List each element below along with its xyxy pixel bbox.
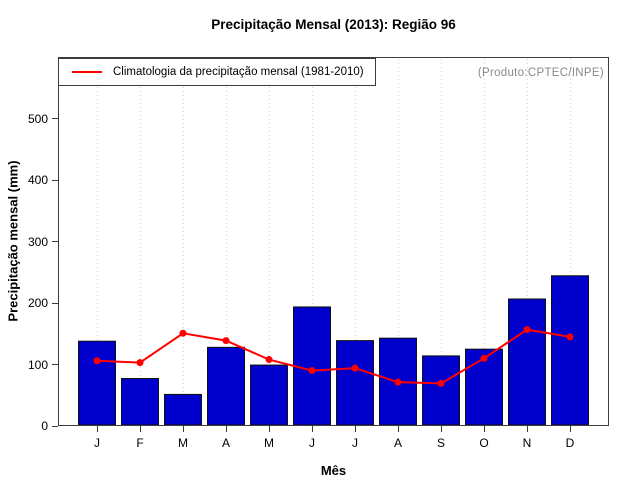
bar-M-4 bbox=[250, 364, 288, 425]
x-tick-label-J-5: J bbox=[309, 436, 315, 450]
bar-S-8 bbox=[422, 355, 460, 425]
y-tick-mark-500 bbox=[52, 118, 58, 119]
climatology-point-4 bbox=[265, 356, 273, 364]
climatology-point-2 bbox=[179, 329, 187, 337]
legend: Climatologia da precipitação mensal (198… bbox=[58, 58, 376, 86]
legend-line-swatch bbox=[72, 71, 102, 73]
y-tick-label-200: 200 bbox=[27, 296, 48, 310]
x-tick-label-S-8: S bbox=[436, 436, 445, 450]
climatology-point-6 bbox=[351, 364, 359, 372]
bar-M-2 bbox=[164, 393, 202, 425]
x-tick-label-J-6: J bbox=[352, 436, 358, 450]
y-tick-mark-0 bbox=[52, 425, 58, 427]
climatology-point-10 bbox=[523, 326, 531, 334]
x-tick-label-N-10: N bbox=[522, 436, 532, 450]
y-tick-label-400: 400 bbox=[27, 173, 48, 187]
x-tick-mark-8 bbox=[441, 426, 442, 432]
climatology-point-9 bbox=[480, 354, 488, 362]
x-tick-label-A-3: A bbox=[221, 436, 230, 450]
x-tick-label-F-1: F bbox=[136, 436, 144, 450]
x-tick-label-A-7: A bbox=[393, 436, 402, 450]
x-tick-mark-9 bbox=[484, 426, 485, 432]
legend-label: Climatologia da precipitação mensal (198… bbox=[113, 66, 364, 78]
y-tick-mark-100 bbox=[52, 364, 58, 365]
climatology-point-11 bbox=[566, 333, 574, 341]
y-tick-label-100: 100 bbox=[27, 357, 48, 372]
climatology-point-7 bbox=[394, 378, 402, 386]
climatology-point-8 bbox=[437, 379, 445, 387]
y-tick-mark-400 bbox=[52, 179, 58, 181]
x-axis-title: Mês bbox=[320, 463, 347, 478]
x-tick-mark-10 bbox=[527, 426, 528, 432]
x-tick-label-O-9: O bbox=[479, 436, 489, 450]
plot-canvas bbox=[78, 59, 589, 425]
climatology-point-5 bbox=[308, 367, 316, 375]
x-tick-label-M-2: M bbox=[178, 436, 188, 450]
y-axis-title: Precipitação mensal (mm) bbox=[5, 160, 21, 322]
x-tick-mark-11 bbox=[570, 426, 571, 432]
bar-A-3 bbox=[207, 346, 245, 425]
plot-area bbox=[58, 57, 609, 426]
y-tick-label-0: 0 bbox=[41, 419, 48, 433]
bar-J-5 bbox=[293, 306, 331, 425]
x-tick-mark-5 bbox=[312, 426, 313, 432]
x-tick-mark-6 bbox=[355, 426, 356, 432]
y-tick-mark-300 bbox=[52, 241, 58, 242]
x-tick-mark-3 bbox=[226, 426, 227, 432]
chart-title: Precipitação Mensal (2013): Região 96 bbox=[211, 17, 456, 32]
x-tick-mark-2 bbox=[183, 426, 184, 432]
x-tick-label-D-11: D bbox=[565, 436, 575, 450]
bar-J-0 bbox=[78, 340, 116, 425]
x-tick-label-J-0: J bbox=[94, 436, 100, 450]
x-tick-mark-1 bbox=[140, 426, 141, 432]
y-tick-label-300: 300 bbox=[27, 234, 48, 249]
y-tick-label-500: 500 bbox=[27, 111, 48, 126]
bar-J-6 bbox=[336, 340, 374, 425]
climatology-line bbox=[96, 328, 571, 385]
x-tick-label-M-4: M bbox=[264, 436, 274, 450]
x-tick-mark-7 bbox=[398, 426, 399, 432]
climatology-point-0 bbox=[93, 357, 101, 365]
bar-D-11 bbox=[551, 275, 589, 425]
climatology-point-1 bbox=[136, 359, 144, 367]
x-tick-mark-0 bbox=[97, 426, 98, 432]
climatology-point-3 bbox=[222, 337, 230, 345]
bar-N-10 bbox=[508, 298, 546, 425]
product-annotation: (Produto:CPTEC/INPE) bbox=[477, 67, 604, 79]
bar-F-1 bbox=[121, 378, 159, 425]
y-tick-mark-200 bbox=[52, 302, 58, 304]
x-tick-mark-4 bbox=[269, 426, 270, 432]
